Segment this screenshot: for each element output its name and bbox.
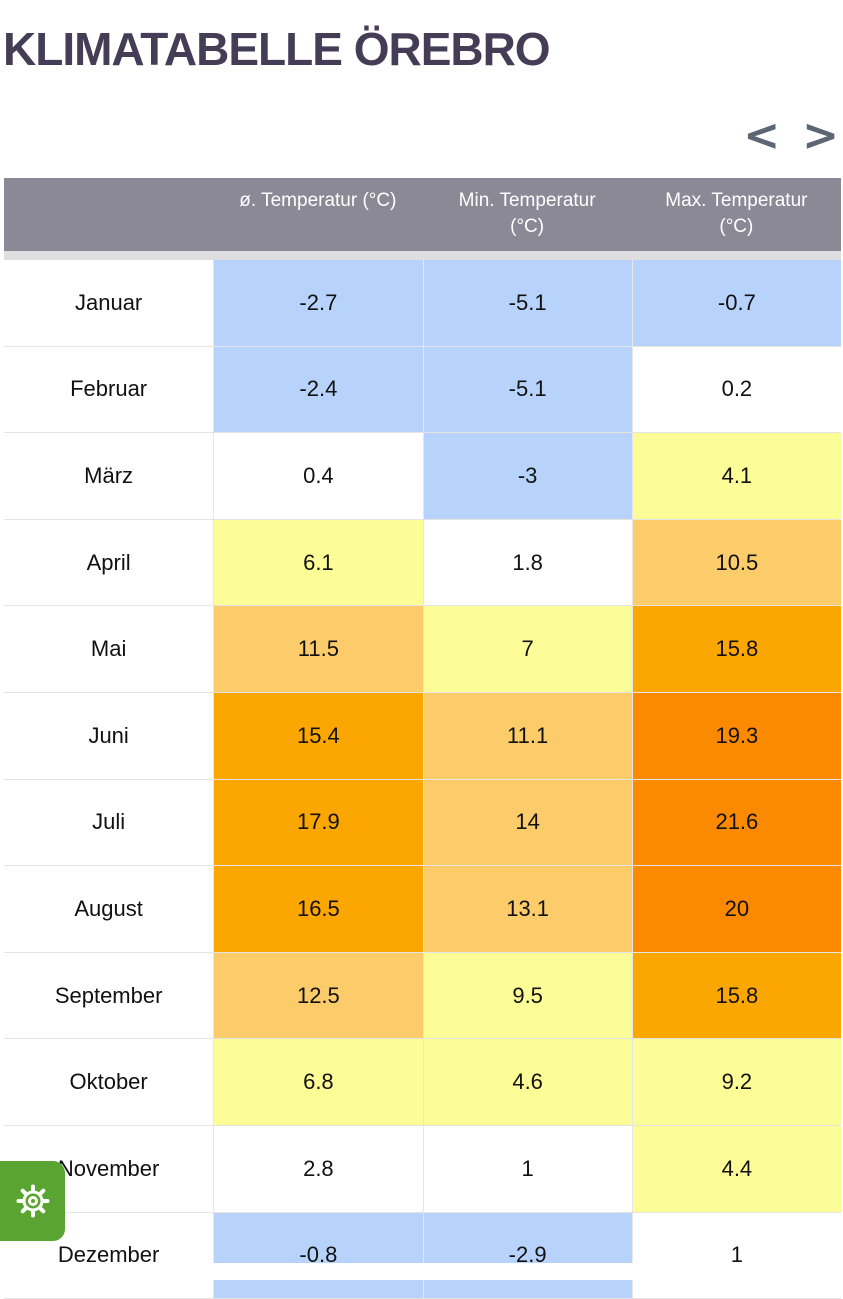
month-cell: Juli: [4, 779, 214, 866]
max-temperature-cell: 10.5: [631, 519, 841, 606]
page-title: KLIMATABELLE ÖREBRO: [3, 23, 551, 75]
table-row: Juni 15.4 11.1 19.3: [4, 692, 841, 780]
max-temperature-cell: 9.2: [631, 1039, 841, 1125]
header-max-temperature: Max. Temperatur (°C): [665, 190, 808, 237]
avg-temperature-cell: -0.8: [213, 1212, 423, 1299]
table-row: Juli 17.9 14 21.6: [4, 779, 841, 867]
table-row: März 0.4 -3 4.1: [4, 433, 841, 520]
max-temperature-cell: 1: [631, 1212, 841, 1299]
max-temperature-cell: 20: [631, 866, 841, 952]
month-cell: April: [4, 519, 214, 606]
min-temperature-cell: 1.8: [422, 519, 632, 606]
previous-button[interactable]: <: [743, 110, 781, 161]
table-row: Oktober 6.8 4.6 9.2: [4, 1039, 841, 1126]
settings-button[interactable]: [0, 1161, 65, 1241]
avg-temperature-cell: -2.7: [213, 260, 423, 346]
avg-temperature-cell: 11.5: [213, 606, 423, 692]
table-header: ø. Temperatur (°C) Min. Temperatur (°C) …: [4, 178, 841, 260]
max-temperature-cell: -0.7: [631, 260, 841, 346]
viewport-edge: [0, 1263, 843, 1280]
min-temperature-cell: -3: [422, 433, 632, 519]
avg-temperature-cell: 15.4: [213, 692, 423, 779]
min-temperature-cell: -5.1: [422, 260, 632, 346]
table-row: August 16.5 13.1 20: [4, 866, 841, 953]
avg-temperature-cell: 6.8: [213, 1039, 423, 1125]
header-month: [4, 178, 213, 251]
avg-temperature-cell: -2.4: [213, 346, 423, 433]
min-temperature-cell: 1: [422, 1125, 632, 1212]
min-temperature-cell: -5.1: [422, 346, 632, 433]
avg-temperature-cell: 16.5: [213, 866, 423, 952]
avg-temperature-cell: 17.9: [213, 779, 423, 866]
max-temperature-cell: 19.3: [631, 692, 841, 779]
month-cell: Juni: [4, 692, 214, 779]
avg-temperature-cell: 12.5: [213, 952, 423, 1039]
min-temperature-cell: 7: [422, 606, 632, 692]
month-cell: März: [4, 433, 214, 519]
max-temperature-cell: 4.4: [631, 1125, 841, 1212]
month-cell: Februar: [4, 346, 214, 433]
min-temperature-cell: 11.1: [422, 692, 632, 779]
table-row: Mai 11.5 7 15.8: [4, 606, 841, 693]
header-avg-temperature: ø. Temperatur (°C): [239, 190, 397, 211]
month-cell: Oktober: [4, 1039, 214, 1125]
table-navigation: < >: [743, 108, 839, 164]
month-cell: August: [4, 866, 214, 952]
next-button[interactable]: >: [802, 110, 839, 161]
month-cell: September: [4, 952, 214, 1039]
max-temperature-cell: 4.1: [631, 433, 841, 519]
max-temperature-cell: 15.8: [631, 606, 841, 692]
min-temperature-cell: 9.5: [422, 952, 632, 1039]
month-cell: Mai: [4, 606, 214, 692]
min-temperature-cell: 14: [422, 779, 632, 866]
table-row: Januar -2.7 -5.1 -0.7: [4, 260, 841, 347]
avg-temperature-cell: 0.4: [213, 433, 423, 519]
header-min-temperature: Min. Temperatur (°C): [458, 190, 596, 237]
table-row: April 6.1 1.8 10.5: [4, 519, 841, 607]
min-temperature-cell: 13.1: [422, 866, 632, 952]
min-temperature-cell: -2.9: [422, 1212, 632, 1299]
table-row: September 12.5 9.5 15.8: [4, 952, 841, 1040]
gear-icon: [16, 1184, 49, 1218]
table-row: Februar -2.4 -5.1 0.2: [4, 346, 841, 434]
max-temperature-cell: 0.2: [631, 346, 841, 433]
max-temperature-cell: 15.8: [631, 952, 841, 1039]
month-cell: Januar: [4, 260, 214, 346]
min-temperature-cell: 4.6: [422, 1039, 632, 1125]
max-temperature-cell: 21.6: [631, 779, 841, 866]
avg-temperature-cell: 2.8: [213, 1125, 423, 1212]
table-row: November 2.8 1 4.4: [4, 1125, 841, 1213]
table-row: Dezember -0.8 -2.9 1: [4, 1212, 841, 1299]
table-body: Januar -2.7 -5.1 -0.7 Februar -2.4 -5.1 0.2 März…: [4, 260, 841, 1299]
avg-temperature-cell: 6.1: [213, 519, 423, 606]
climate-table: ø. Temperatur (°C) Min. Temperatur (°C) …: [4, 178, 841, 1299]
